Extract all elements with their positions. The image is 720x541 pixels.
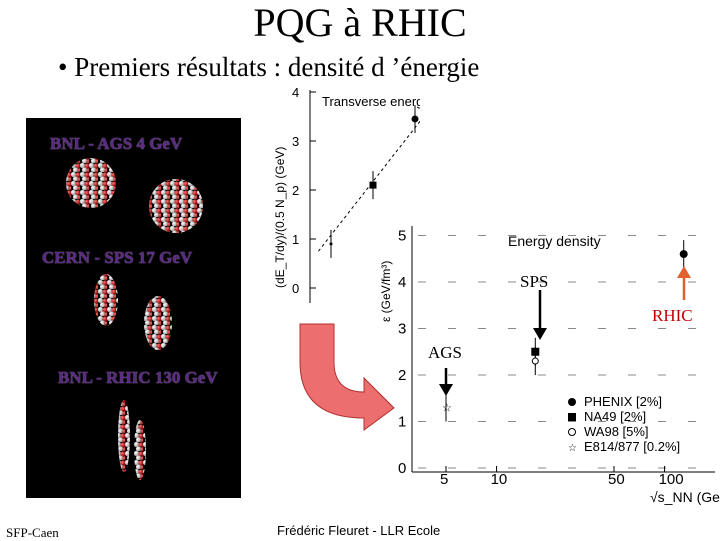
- rhic-arrow-head: [677, 266, 691, 278]
- chart1-y-tick-label: 4: [292, 88, 299, 100]
- chart2-legend: PHENIX [2%]NA49 [2%]WA98 [5%] ☆ E814/877 […: [568, 394, 680, 454]
- legend-marker: [568, 413, 576, 421]
- nucleus-rhic-2: [134, 420, 146, 480]
- nucleus-ags-2: [149, 179, 203, 233]
- nucleus-sps-2: [144, 296, 172, 350]
- chart1-point: [411, 115, 419, 123]
- collision-panel: BNL - AGS 4 GeV CERN - SPS 17 GeV BNL - …: [26, 118, 241, 498]
- legend-marker: [568, 428, 576, 436]
- annotation-rhic: RHIC: [652, 306, 693, 325]
- chart1-y-ticks: 0 1 2 3 4: [292, 88, 316, 296]
- panel-label-sps: CERN - SPS 17 GeV: [42, 248, 193, 267]
- annotation-ags: AGS: [428, 343, 463, 362]
- page-title: PQG à RHIC: [253, 0, 467, 45]
- legend-marker: [568, 398, 576, 406]
- chart2-y-tick-label: 1: [398, 414, 406, 431]
- chart-energy-density: ε (GeV/fm³) Energy density 0 1 2 3 4 5 5 10 50 1…: [379, 222, 720, 522]
- chart2-point: [679, 250, 688, 259]
- panel-label-ags: BNL - AGS 4 GeV: [50, 134, 183, 153]
- footer-left: SFP-Caen: [6, 525, 59, 540]
- chart2-x-tick-label: 50: [608, 471, 625, 488]
- chart2-xlabel: √s_NN (GeV): [650, 489, 720, 505]
- chart2-x-tick-label: 10: [491, 471, 508, 488]
- chart2-ylabel: ε (GeV/fm³): [379, 261, 393, 322]
- chart-et-per-participant: Transverse energy density per participan…: [273, 88, 420, 303]
- legend-label: PHENIX [2%]: [584, 394, 662, 409]
- subtitle: • Premiers résultats : densité d ’énergi…: [58, 52, 480, 82]
- chart2-y-tick-label: 2: [398, 367, 406, 384]
- chart2-x-tick-label: 100: [659, 471, 684, 488]
- chart1-title: Transverse energy density per participan…: [322, 94, 420, 109]
- chart1-y-tick-label: 1: [292, 232, 299, 247]
- chart2-point: [531, 357, 539, 365]
- chart1-y-tick-label: 3: [292, 134, 299, 149]
- nucleus-rhic-1: [118, 400, 130, 472]
- nucleus-sps-1: [94, 274, 118, 326]
- chart2-x-ticks: 5 10 50 100: [440, 466, 684, 488]
- chart2-y-tick-label: 3: [398, 321, 406, 338]
- chart2-x-tick-label: 5: [440, 471, 448, 488]
- chart2-point: ☆: [442, 402, 452, 415]
- legend-marker: ☆: [568, 443, 577, 454]
- panel-label-rhic: BNL - RHIC 130 GeV: [58, 368, 218, 387]
- sps-arrow-head: [533, 328, 547, 340]
- chart1-ylabel: (dE_T/dy)/(0.5 N_p) (GeV): [273, 147, 287, 288]
- chart2-y-ticks: 0 1 2 3 4 5: [398, 228, 696, 477]
- chart1-point: [369, 181, 377, 189]
- chart2-y-tick-label: 4: [398, 274, 406, 291]
- chart1-y-tick-label: 0: [292, 281, 299, 296]
- chart1-points: [329, 104, 419, 258]
- big-curved-arrow: [299, 323, 395, 431]
- chart2-title: Energy density: [508, 233, 601, 249]
- chart2-y-tick-label: 0: [398, 460, 406, 477]
- ags-arrow-head: [439, 384, 453, 396]
- legend-label: WA98 [5%]: [584, 424, 649, 439]
- transition-arrow: [299, 323, 395, 431]
- chart1-y-tick-label: 2: [292, 183, 299, 198]
- footer-center: Frédéric Fleuret - LLR Ecole: [277, 523, 441, 538]
- chart1-point: [329, 242, 333, 246]
- legend-label: NA49 [2%]: [584, 409, 646, 424]
- chart2-points: ☆: [442, 240, 688, 422]
- annotation-sps: SPS: [520, 272, 549, 291]
- legend-label: E814/877 [0.2%]: [584, 439, 680, 454]
- nuclei-illustration: [66, 158, 203, 480]
- chart2-y-tick-label: 5: [398, 228, 406, 245]
- nucleus-ags-1: [66, 158, 116, 208]
